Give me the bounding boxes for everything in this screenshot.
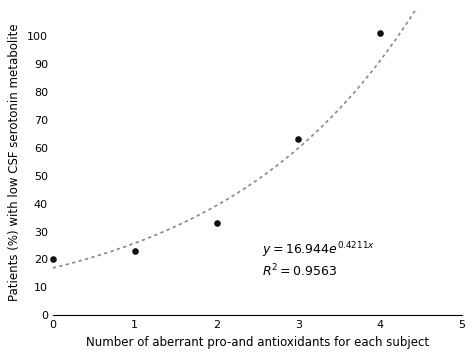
Y-axis label: Patients (%) with low CSF serotonin metabolite: Patients (%) with low CSF serotonin meta… bbox=[9, 23, 21, 301]
X-axis label: Number of aberrant pro-and antioxidants for each subject: Number of aberrant pro-and antioxidants … bbox=[86, 336, 429, 349]
Text: $y = 16.944e^{0.4211x}$
$R^2 = 0.9563$: $y = 16.944e^{0.4211x}$ $R^2 = 0.9563$ bbox=[262, 240, 374, 279]
Point bbox=[376, 31, 384, 36]
Point bbox=[213, 220, 220, 226]
Point bbox=[49, 257, 56, 262]
Point bbox=[131, 248, 138, 254]
Point bbox=[295, 137, 302, 142]
